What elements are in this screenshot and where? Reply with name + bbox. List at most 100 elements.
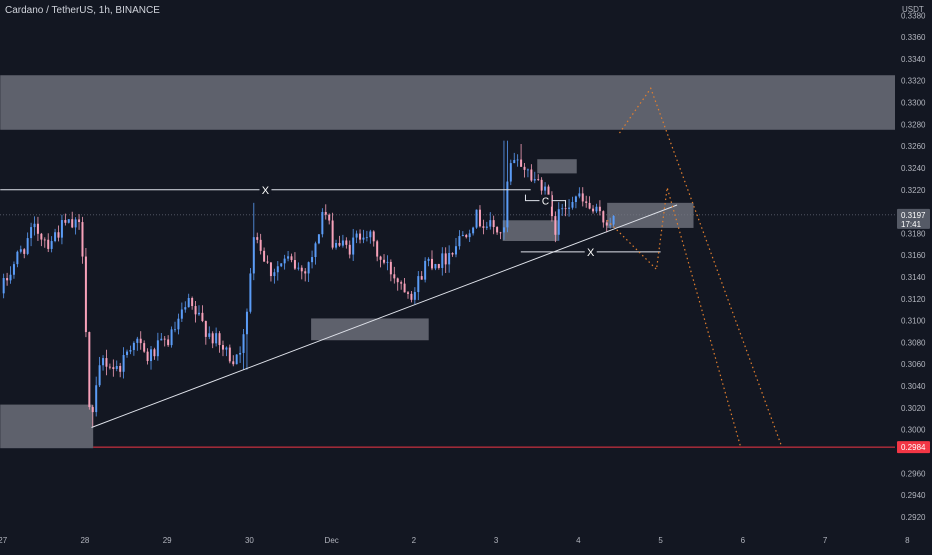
projection-path-0[interactable] (619, 87, 783, 447)
candle-body (215, 333, 218, 344)
candle-body (540, 179, 543, 191)
candle-body (578, 193, 581, 197)
candle-body (259, 239, 262, 251)
candle-body (139, 338, 142, 344)
candle-body (564, 208, 567, 210)
x-label-bg-0 (259, 183, 272, 196)
candle-body (407, 292, 410, 294)
candle-body (136, 338, 139, 343)
candle-body (221, 345, 224, 350)
candle-body (184, 307, 187, 310)
support-price-badge (897, 441, 930, 454)
candle-body (287, 256, 290, 259)
candle-body (112, 367, 115, 369)
zone-rect-2[interactable] (311, 318, 429, 341)
candle-body (475, 209, 478, 228)
trendline[interactable] (91, 204, 678, 428)
c-marker-label: C (542, 197, 549, 208)
candle-body (91, 407, 94, 413)
candle-body (84, 256, 87, 333)
candle-body (249, 273, 252, 312)
zone-rect-3[interactable] (537, 159, 577, 174)
candle-body (50, 241, 53, 249)
candle-body (98, 365, 101, 386)
y-tick-label: 0.3100 (901, 317, 926, 326)
candle-body (276, 266, 279, 273)
x-tick-label: 5 (658, 536, 663, 545)
candle-body (180, 309, 183, 319)
candle-body (427, 258, 430, 261)
candle-body (434, 264, 437, 269)
candle-body (266, 261, 269, 263)
candle-body (544, 186, 547, 191)
candle-body (33, 223, 36, 228)
y-tick-label: 0.3120 (901, 295, 926, 304)
candle-body (341, 240, 344, 246)
zone-rect-1[interactable] (0, 404, 94, 449)
candle-body (468, 233, 471, 238)
candle-body (478, 209, 481, 227)
candle-body (19, 249, 22, 252)
candle-body (105, 358, 108, 367)
candle-body (372, 231, 375, 242)
x-tick-label: 29 (163, 536, 172, 545)
candle-body (557, 209, 560, 235)
candle-body (57, 232, 60, 238)
candles-group (2, 140, 615, 428)
candle-body (403, 283, 406, 293)
candle-body (47, 239, 50, 249)
candle-body (9, 274, 12, 281)
candle-body (283, 258, 286, 264)
countdown-label: 17:41 (901, 220, 922, 229)
candle-body (571, 202, 574, 208)
x-level-label-0: X (262, 185, 270, 197)
candle-body (585, 201, 588, 203)
candle-body (163, 338, 166, 340)
candle-body (228, 347, 231, 362)
candle-body (345, 240, 348, 245)
y-tick-label: 0.3280 (901, 120, 926, 129)
y-tick-label: 0.3060 (901, 360, 926, 369)
candle-body (362, 237, 365, 240)
candle-body (153, 349, 156, 357)
candle-body (472, 227, 475, 234)
candle-body (588, 202, 591, 209)
candle-body (331, 220, 334, 248)
candle-body (187, 298, 190, 308)
candle-body (273, 272, 276, 277)
candle-body (537, 179, 540, 180)
candle-body (108, 366, 111, 368)
candle-body (612, 215, 615, 225)
candle-body (393, 274, 396, 279)
candle-body (499, 232, 502, 234)
candle-body (115, 366, 118, 369)
candle-body (146, 351, 149, 362)
zone-rect-0[interactable] (0, 75, 896, 130)
y-tick-label: 0.3020 (901, 404, 926, 413)
x-tick-label: Dec (325, 536, 339, 545)
candle-body (533, 179, 536, 181)
candle-body (496, 227, 499, 233)
candle-body (211, 333, 214, 344)
candle-body (30, 227, 33, 239)
x-label-bg-1 (584, 245, 597, 258)
candle-body (513, 160, 516, 164)
candle-body (465, 234, 468, 238)
candle-body (605, 222, 608, 226)
y-tick-label: 0.3160 (901, 251, 926, 260)
candle-body (235, 354, 238, 365)
y-tick-label: 0.3040 (901, 382, 926, 391)
candle-body (256, 237, 259, 240)
x-tick-label: 6 (741, 536, 746, 545)
zone-rect-4[interactable] (502, 220, 558, 242)
candle-body (6, 278, 9, 281)
candle-body (2, 278, 5, 294)
candle-body (348, 244, 351, 255)
candle-body (60, 220, 63, 238)
candle-body (592, 208, 595, 212)
candle-body (554, 216, 557, 235)
candle-body (88, 332, 91, 408)
candle-body (574, 196, 577, 203)
